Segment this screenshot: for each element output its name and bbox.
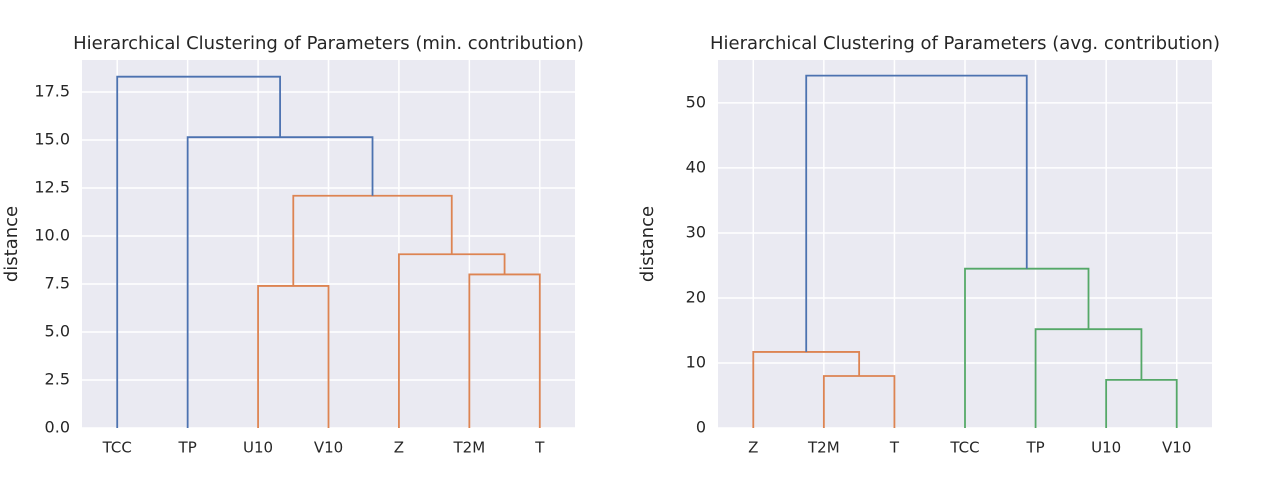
- x-tick-label: V10: [1162, 439, 1191, 457]
- x-tick-label: T2M: [453, 439, 486, 457]
- y-tick-label: 0: [696, 418, 706, 437]
- y-tick-label: 40: [686, 157, 706, 176]
- y-tick-label: 30: [686, 222, 706, 241]
- y-tick-label: 5.0: [45, 322, 70, 341]
- x-tick-label: TP: [1025, 439, 1044, 457]
- y-tick-label: 2.5: [45, 370, 70, 389]
- y-tick-label: 0.0: [45, 418, 70, 437]
- dendrogram-link: [805, 74, 1028, 352]
- y-tick-label: 50: [686, 92, 706, 111]
- x-tick-label: Z: [394, 439, 404, 457]
- y-tick-label: 17.5: [34, 82, 70, 101]
- y-tick-label: 12.5: [34, 178, 70, 197]
- x-tick-label: V10: [314, 439, 343, 457]
- x-tick-label: U10: [243, 439, 273, 457]
- y-tick-label: 10.0: [34, 226, 70, 245]
- chart-title: Hierarchical Clustering of Parameters (m…: [73, 33, 584, 54]
- x-tick-label: T2M: [807, 439, 840, 457]
- x-tick-label: TP: [178, 439, 197, 457]
- y-tick-label: 10: [686, 352, 706, 371]
- y-tick-label: 20: [686, 287, 706, 306]
- y-axis-label: distance: [1, 206, 22, 282]
- x-tick-label: T: [534, 439, 545, 457]
- x-tick-label: TCC: [102, 439, 132, 457]
- x-tick-label: U10: [1091, 439, 1121, 457]
- x-tick-label: Z: [748, 439, 758, 457]
- y-axis-label: distance: [637, 206, 658, 282]
- y-tick-label: 15.0: [34, 130, 70, 149]
- dendrogram-link: [116, 75, 281, 428]
- x-tick-label: TCC: [949, 439, 979, 457]
- y-tick-label: 7.5: [45, 274, 70, 293]
- x-tick-label: T: [889, 439, 900, 457]
- chart-title: Hierarchical Clustering of Parameters (a…: [710, 33, 1220, 54]
